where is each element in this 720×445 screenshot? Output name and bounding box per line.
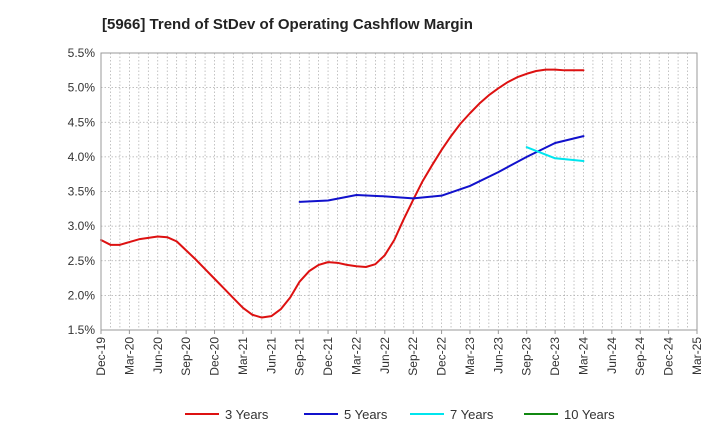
x-tick-label: Mar-20 <box>122 337 136 375</box>
chart-title: [5966] Trend of StDev of Operating Cashf… <box>102 16 473 33</box>
legend-label: 7 Years <box>450 407 494 422</box>
series-line-2 <box>298 135 585 203</box>
x-tick-label: Sep-23 <box>520 337 534 376</box>
legend-label: 3 Years <box>225 407 269 422</box>
y-tick-label: 2.0% <box>68 288 96 302</box>
x-tick-label: Jun-21 <box>264 337 278 374</box>
series-layer <box>100 68 585 319</box>
legend-label: 10 Years <box>564 407 615 422</box>
x-tick-label: Sep-20 <box>179 337 193 376</box>
y-tick-label: 1.5% <box>68 323 96 337</box>
y-tick-label: 4.5% <box>68 115 96 129</box>
legend: 3 Years 5 Years 7 Years 10 Years <box>185 407 615 422</box>
y-tick-label: 2.5% <box>68 254 96 268</box>
series-line-3 <box>525 146 585 163</box>
x-tick-label: Jun-24 <box>605 337 619 374</box>
x-tick-label: Dec-24 <box>662 337 676 376</box>
y-tick-label: 5.0% <box>68 81 96 95</box>
y-tick-label: 5.5% <box>68 46 96 60</box>
axis-layer: 5.5%5.0%4.5%4.0%3.5%3.0%2.5%2.0%1.5%Dec-… <box>68 46 704 376</box>
x-tick-label: Dec-20 <box>208 337 222 376</box>
x-tick-label: Jun-20 <box>151 337 165 374</box>
y-tick-label: 3.5% <box>68 185 96 199</box>
plot-border <box>100 52 698 331</box>
x-tick-label: Dec-23 <box>548 337 562 376</box>
x-tick-label: Mar-24 <box>576 337 590 375</box>
grid-layer <box>101 53 697 330</box>
x-tick-label: Sep-21 <box>293 337 307 376</box>
x-tick-label: Jun-23 <box>491 337 505 374</box>
series-line-1 <box>100 68 585 319</box>
x-tick-label: Dec-19 <box>94 337 108 376</box>
y-tick-label: 3.0% <box>68 219 96 233</box>
y-tick-label: 4.0% <box>68 150 96 164</box>
x-tick-label: Dec-22 <box>435 337 449 376</box>
x-tick-label: Mar-25 <box>690 337 704 375</box>
x-tick-label: Sep-24 <box>633 337 647 376</box>
x-tick-label: Dec-21 <box>321 337 335 376</box>
x-tick-label: Mar-23 <box>463 337 477 375</box>
x-tick-label: Mar-21 <box>236 337 250 375</box>
x-tick-label: Sep-22 <box>406 337 420 376</box>
x-tick-label: Mar-22 <box>349 337 363 375</box>
x-tick-label: Jun-22 <box>378 337 392 374</box>
legend-label: 5 Years <box>344 407 388 422</box>
